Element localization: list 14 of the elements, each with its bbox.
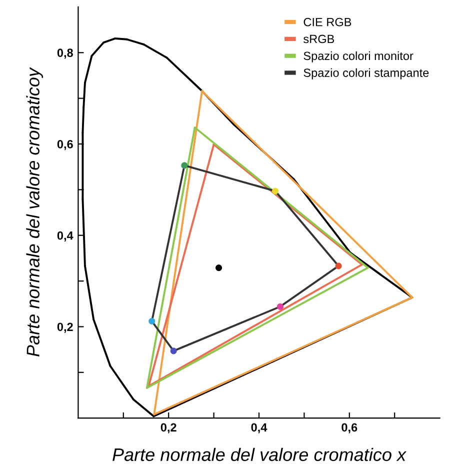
y-axis-title: Parte normale del valore cromaticoy <box>26 67 44 356</box>
legend-label: Spazio colori monitor <box>304 51 414 62</box>
x-tick-label: 0,2 <box>160 423 176 434</box>
legend-label: sRGB <box>304 34 334 44</box>
y-tick-label: 0,6 <box>57 140 73 150</box>
y-tick-label: 0,4 <box>57 231 74 242</box>
x-tick-label: 0,4 <box>251 423 268 434</box>
legend-label: Spazio colori stampante <box>304 68 429 80</box>
point <box>215 264 222 272</box>
y-tick-label: 0,2 <box>57 322 73 333</box>
y-tick-label: 0,8 <box>57 48 73 59</box>
x-axis-title: Parte normale del valore cromatico x <box>112 448 407 462</box>
legend-label: CIE RGB <box>304 18 352 26</box>
x-tick-label: 0,6 <box>342 423 358 434</box>
